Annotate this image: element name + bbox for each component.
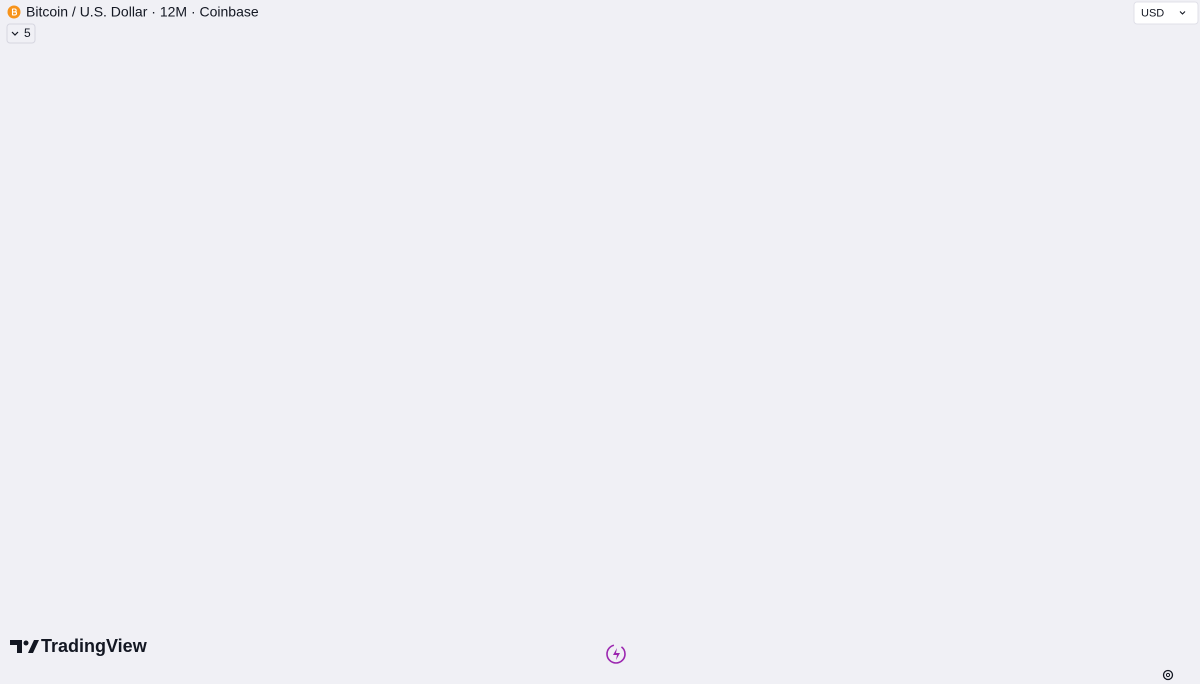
icon-bolt [613,648,620,660]
currency-label[interactable]: USD [1141,7,1164,19]
logo-mark [28,640,39,653]
symbol-title: Bitcoin / U.S. Dollar · 12M · Coinbase [26,4,259,20]
bitcoin-glyph [11,8,17,16]
icon-ring[interactable] [606,644,626,664]
button-frame[interactable] [6,23,36,44]
logo-mark [10,640,22,653]
currency-dropdown[interactable]: USD [1133,1,1199,25]
settings-icon[interactable] [1162,669,1174,681]
interval-button[interactable]: 5 [6,23,36,44]
logo-mark [23,640,29,646]
gear[interactable] [1162,669,1174,681]
dropdown-frame[interactable] [1133,1,1199,25]
chevron [11,31,19,36]
symbol-header: Bitcoin / U.S. Dollar · 12M · Coinbase [7,4,259,20]
replay-icon[interactable] [606,644,626,664]
brand-name[interactable]: TradingView [41,636,148,656]
brand-logo[interactable]: TradingView [10,636,148,656]
gear-hub [1165,672,1171,678]
chevron [1179,11,1186,15]
interval-value[interactable]: 5 [24,26,31,40]
